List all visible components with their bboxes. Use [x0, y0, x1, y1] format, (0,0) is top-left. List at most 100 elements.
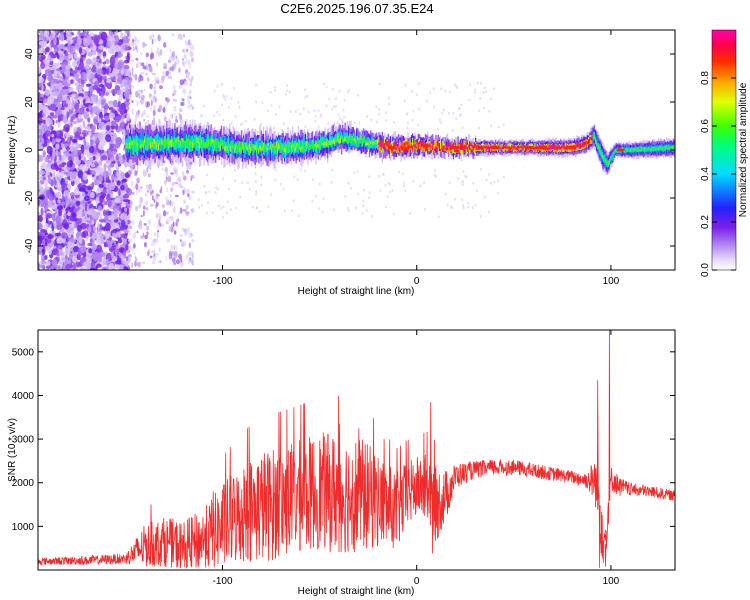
heatmap-cell	[103, 188, 107, 194]
heatmap-cell	[332, 208, 335, 212]
heatmap-cell	[318, 142, 321, 147]
heatmap-cell	[76, 180, 80, 185]
heatmap-cell	[224, 146, 226, 151]
heatmap-cell	[117, 238, 123, 244]
heatmap-cell	[262, 142, 265, 149]
heatmap-cell	[217, 204, 220, 208]
heatmap-cell	[146, 231, 149, 236]
heatmap-cell	[83, 38, 89, 47]
heatmap-cell	[387, 195, 390, 198]
heatmap-cell	[175, 138, 177, 144]
heatmap-cell	[283, 209, 286, 213]
heatmap-cell	[71, 37, 77, 41]
heatmap-cell	[68, 145, 75, 152]
heatmap-cell	[442, 148, 444, 151]
heatmap-cell	[38, 77, 45, 83]
heatmap-cell	[67, 45, 74, 54]
heatmap-cell	[84, 30, 88, 35]
heatmap-cell	[133, 185, 136, 190]
heatmap-cell	[134, 36, 137, 43]
heatmap-cell	[130, 225, 133, 229]
heatmap-cell	[182, 88, 187, 95]
heatmap-cell	[177, 137, 180, 142]
heatmap-cell	[392, 212, 395, 216]
heatmap-cell	[87, 117, 91, 123]
heatmap-cell	[124, 83, 129, 91]
heatmap-cell	[274, 178, 277, 182]
heatmap-cell	[306, 141, 308, 146]
heatmap-cell	[57, 93, 63, 103]
heatmap-cell	[70, 247, 74, 252]
heatmap-cell	[40, 175, 43, 181]
heatmap-cell	[105, 183, 112, 190]
heatmap-cell	[392, 149, 394, 152]
heatmap-cell	[120, 31, 123, 40]
heatmap-cell	[279, 182, 282, 186]
heatmap-cell	[86, 58, 92, 65]
heatmap-cell	[53, 69, 58, 77]
heatmap-cell	[93, 182, 101, 186]
heatmap-cell	[234, 115, 237, 119]
heatmap-cell	[172, 182, 175, 187]
heatmap-cell	[78, 235, 83, 245]
heatmap-cell	[179, 141, 181, 146]
heatmap-cell	[393, 120, 396, 124]
heatmap-cell	[65, 178, 69, 185]
heatmap-cell	[105, 159, 111, 164]
heatmap-cell	[153, 86, 156, 90]
heatmap-cell	[297, 214, 300, 218]
heatmap-cell	[391, 189, 394, 192]
heatmap-cell	[143, 88, 146, 92]
heatmap-cell	[86, 217, 91, 221]
heatmap-cell	[336, 121, 339, 124]
heatmap-cell	[59, 114, 64, 121]
heatmap-cell	[153, 199, 156, 203]
heatmap-cell	[267, 109, 270, 113]
heatmap-cell	[181, 171, 185, 177]
heatmap-cell	[354, 138, 357, 144]
heatmap-cell	[455, 117, 458, 121]
heatmap-cell	[49, 119, 53, 125]
heatmap-cell	[115, 162, 119, 171]
heatmap-cell	[487, 172, 490, 176]
heatmap-cell	[87, 226, 92, 233]
heatmap-cell	[74, 131, 80, 138]
heatmap-cell	[318, 207, 321, 211]
heatmap-cell	[232, 87, 235, 90]
heatmap-cell	[188, 100, 191, 104]
heatmap-cell	[57, 186, 62, 191]
heatmap-cell	[81, 191, 86, 197]
heatmap-cell	[385, 119, 388, 122]
heatmap-cell	[179, 207, 183, 214]
heatmap-cell	[412, 146, 414, 150]
heatmap-cell	[313, 109, 316, 113]
heatmap-cell	[126, 68, 131, 77]
heatmap-cell	[429, 91, 432, 95]
heatmap-cell	[255, 193, 258, 196]
heatmap-cell	[302, 107, 305, 111]
heatmap-cell	[153, 249, 156, 255]
heatmap-cell	[152, 142, 154, 148]
heatmap-cell	[54, 158, 57, 162]
heatmap-cell	[110, 239, 116, 247]
heatmap-cell	[134, 42, 138, 46]
heatmap-cell	[218, 113, 221, 117]
heatmap-cell	[286, 84, 289, 87]
heatmap-cell	[222, 215, 225, 219]
heatmap-cell	[59, 32, 65, 41]
heatmap-cell	[331, 107, 334, 111]
heatmap-cell	[152, 33, 155, 38]
heatmap-cell	[483, 195, 486, 199]
heatmap-cell	[227, 105, 230, 109]
heatmap-cell	[180, 101, 185, 107]
heatmap-cell	[140, 89, 143, 94]
heatmap-cell	[139, 75, 144, 82]
heatmap-cell	[299, 112, 302, 116]
heatmap-cell	[61, 148, 66, 152]
heatmap-cell	[334, 104, 337, 108]
heatmap-cell	[92, 231, 97, 240]
heatmap-cell	[53, 83, 59, 87]
heatmap-cell	[172, 138, 174, 146]
heatmap-cell	[158, 215, 162, 220]
heatmap-cell	[187, 226, 191, 234]
